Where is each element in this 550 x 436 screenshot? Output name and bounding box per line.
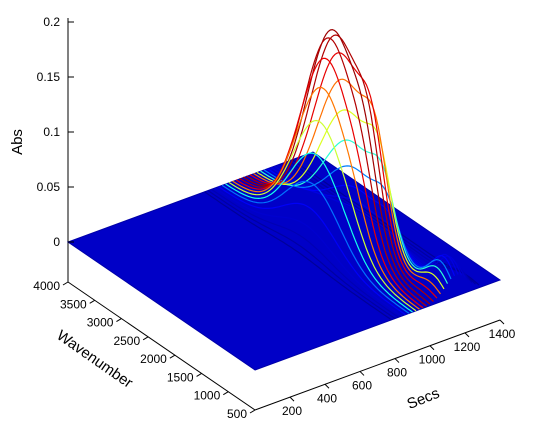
surface-mesh-line bbox=[211, 188, 399, 318]
x-tick-mark bbox=[394, 358, 400, 363]
surface-mesh-line bbox=[256, 109, 445, 290]
surface-mesh-line bbox=[204, 191, 392, 321]
y-tick-mark bbox=[223, 391, 229, 396]
z-axis-label: Abs bbox=[9, 129, 26, 155]
z-tick-label: 0 bbox=[53, 235, 60, 249]
surface-mesh-line bbox=[253, 78, 441, 295]
surface-mesh-line bbox=[225, 152, 413, 313]
y-tick-label: 3000 bbox=[87, 316, 114, 330]
surface-mesh bbox=[66, 28, 502, 371]
z-tick-label: 0.15 bbox=[37, 70, 61, 84]
x-tick-mark bbox=[429, 345, 435, 351]
plot-axes bbox=[67, 18, 501, 411]
y-tick-label: 1000 bbox=[194, 389, 221, 403]
x-tick-mark bbox=[289, 396, 295, 402]
y-axis-line bbox=[67, 281, 256, 411]
surface-mesh-line bbox=[249, 52, 438, 299]
y-tick-label: 3500 bbox=[60, 297, 87, 311]
y-tick-label: 2500 bbox=[113, 334, 140, 348]
surface-mesh-line bbox=[218, 186, 406, 316]
x-tick-label: 200 bbox=[282, 404, 302, 418]
x-tick-label: 1400 bbox=[489, 327, 516, 341]
y-tick-label: 1500 bbox=[167, 370, 194, 384]
surface-mesh-line bbox=[263, 165, 452, 280]
x-tick-label: 800 bbox=[387, 366, 407, 380]
surface-mesh-line bbox=[221, 180, 410, 314]
x-tick-label: 400 bbox=[317, 391, 337, 405]
z-tick-label: 0.1 bbox=[43, 125, 60, 139]
surface-mesh-line bbox=[235, 57, 424, 309]
y-tick-label: 2000 bbox=[140, 352, 167, 366]
surface-mesh-line bbox=[232, 86, 420, 310]
x-tick-mark bbox=[464, 332, 470, 338]
x-axis-label: Secs bbox=[405, 385, 442, 413]
y-tick-mark bbox=[62, 281, 69, 286]
y-tick-mark bbox=[249, 409, 256, 414]
y-tick-mark bbox=[116, 318, 122, 323]
x-axis-line bbox=[254, 319, 501, 411]
z-axis-ticks: 0 0.05 0.1 0.15 0.2 bbox=[37, 15, 74, 249]
x-axis-ticks: 200 400 600 800 1000 1200 1400 bbox=[282, 319, 516, 418]
y-tick-mark bbox=[89, 299, 95, 304]
y-tick-label: 4000 bbox=[33, 279, 60, 293]
surface-mesh-line bbox=[214, 187, 403, 317]
x-tick-label: 1000 bbox=[419, 353, 446, 367]
y-tick-mark bbox=[169, 354, 176, 359]
y-tick-label: 500 bbox=[227, 407, 247, 421]
z-tick-label: 0.2 bbox=[43, 15, 60, 29]
surface-mesh-line bbox=[207, 190, 396, 320]
x-tick-mark bbox=[499, 319, 505, 325]
surface-mesh-line bbox=[228, 119, 417, 312]
x-tick-label: 1200 bbox=[454, 340, 481, 354]
z-tick-label: 0.05 bbox=[37, 180, 61, 194]
x-tick-label: 600 bbox=[352, 378, 372, 392]
x-tick-mark bbox=[359, 371, 365, 376]
y-tick-mark bbox=[142, 336, 149, 341]
y-tick-mark bbox=[196, 372, 202, 377]
x-tick-mark bbox=[324, 383, 330, 389]
surface-mesh-line bbox=[260, 139, 449, 284]
